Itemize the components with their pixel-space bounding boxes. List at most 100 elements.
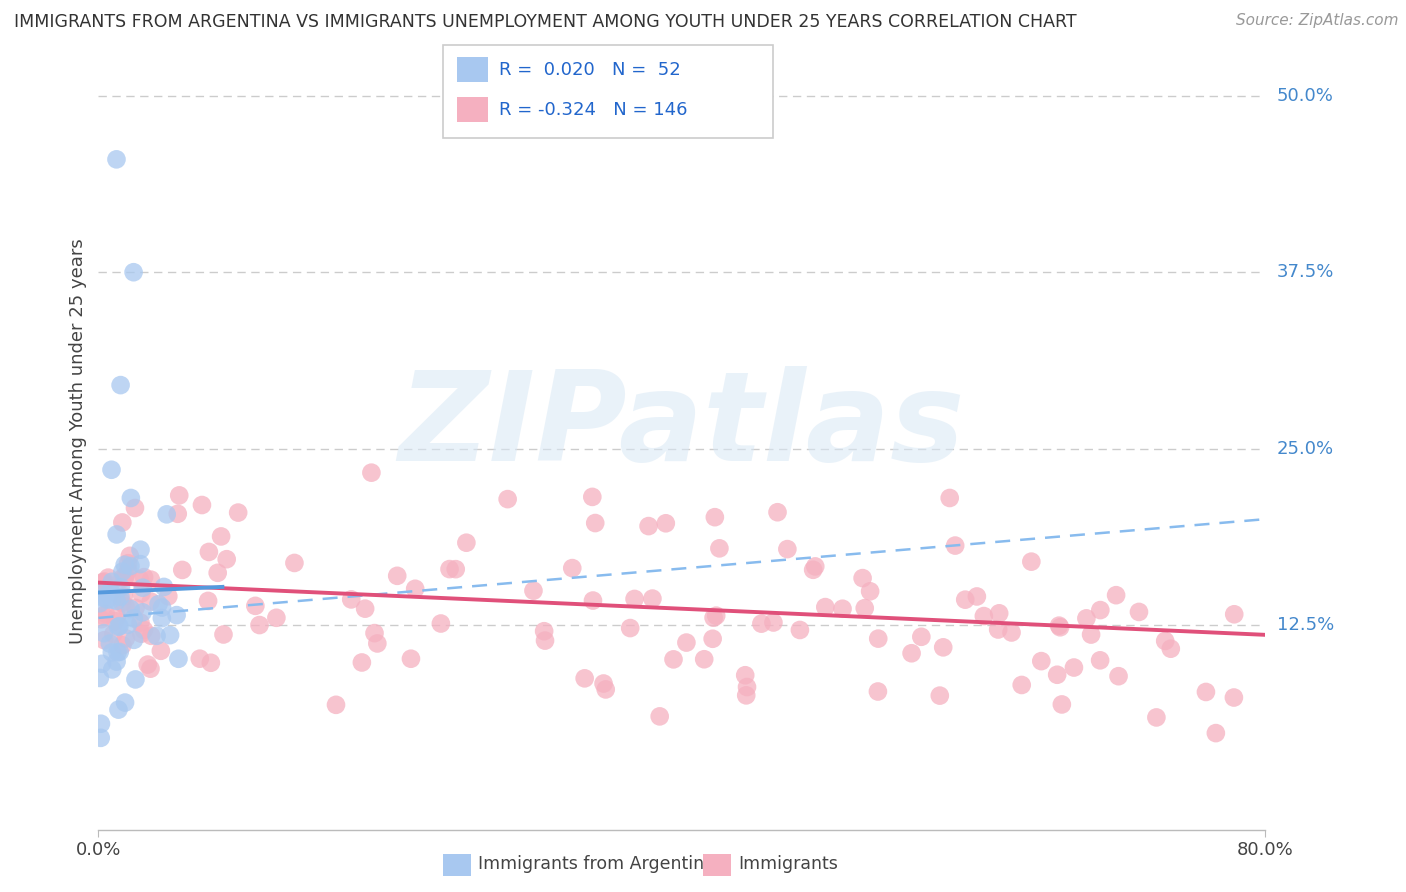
Point [91,591,114,605]
Point [149,644,172,658]
Point [522,583,544,598]
Point [734,668,756,682]
Point [150,611,173,625]
Point [105,153,128,167]
Point [90,716,112,731]
Point [496,492,519,507]
Point [561,561,583,575]
Point [581,490,603,504]
Point [932,640,955,655]
Point [93,633,115,648]
Text: Immigrants: Immigrants [738,855,838,873]
Point [197,594,219,608]
Point [114,696,136,710]
Point [148,597,170,611]
Point [96,592,118,607]
Point [191,498,214,512]
Point [439,562,461,576]
Point [120,559,142,574]
Point [111,571,134,585]
Point [100,592,122,607]
Point [93,626,115,640]
Point [98,584,121,599]
Y-axis label: Unemployment Among Youth under 25 years: Unemployment Among Youth under 25 years [69,239,87,644]
Point [1195,685,1218,699]
Point [166,507,188,521]
Point [166,608,188,623]
Point [1105,588,1128,602]
Point [266,611,288,625]
Point [973,609,995,624]
Point [583,516,606,530]
Point [1000,625,1022,640]
Point [93,574,115,589]
Point [1090,603,1112,617]
Point [107,703,129,717]
Point [122,611,145,625]
Point [1144,710,1167,724]
Text: IMMIGRANTS FROM ARGENTINA VS IMMIGRANTS UNEMPLOYMENT AMONG YOUTH UNDER 25 YEARS : IMMIGRANTS FROM ARGENTINA VS IMMIGRANTS … [14,13,1077,31]
Point [444,562,467,576]
Point [111,516,134,530]
Point [129,615,152,630]
Point [249,618,271,632]
Point [966,590,988,604]
Point [100,463,122,477]
Point [105,594,128,608]
Point [200,656,222,670]
Point [675,635,697,649]
Point [122,632,145,647]
Point [1154,634,1177,648]
Point [1108,669,1130,683]
Point [574,671,596,685]
Point [93,577,115,591]
Point [94,607,117,621]
Point [943,539,966,553]
Point [103,627,125,641]
Point [853,601,876,615]
Point [153,580,176,594]
Point [101,645,124,659]
Point [117,556,139,570]
Point [938,491,960,505]
Point [110,590,132,604]
Text: ZIPatlas: ZIPatlas [399,366,965,486]
Point [814,600,837,615]
Point [120,491,142,505]
Point [988,607,1011,621]
Point [595,682,617,697]
Point [89,596,111,610]
Point [430,616,453,631]
Point [245,599,267,613]
Point [1128,605,1150,619]
Point [363,626,385,640]
Point [789,623,811,637]
Point [111,565,134,579]
Point [1050,698,1073,712]
Point [910,630,932,644]
Point [91,657,114,671]
Point [105,655,128,669]
Point [115,632,138,646]
Point [105,527,128,541]
Point [97,571,120,585]
Point [117,617,139,632]
Text: R = -0.324   N = 146: R = -0.324 N = 146 [499,101,688,119]
Point [105,609,128,624]
Point [1063,660,1085,674]
Point [129,557,152,571]
Point [404,582,426,596]
Point [131,605,153,619]
Point [648,709,671,723]
Text: 37.5%: 37.5% [1277,263,1334,281]
Point [866,684,889,698]
Point [582,593,605,607]
Point [110,580,132,594]
Point [655,516,678,531]
Point [1205,726,1227,740]
Point [693,652,716,666]
Point [111,638,134,652]
Point [592,676,614,690]
Point [129,626,152,640]
Point [1223,690,1246,705]
